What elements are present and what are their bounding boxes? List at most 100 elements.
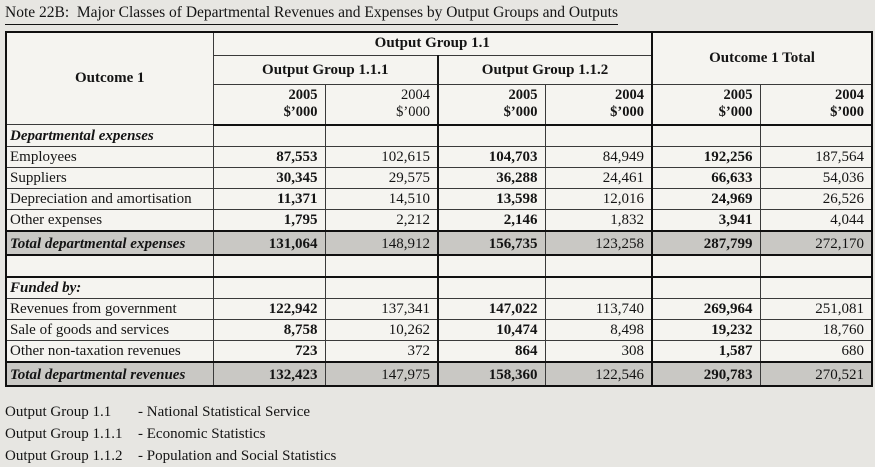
value-cell: 10,262 bbox=[324, 318, 439, 341]
row-employees: Employees 87,553 102,615 104,703 84,949 … bbox=[5, 145, 873, 168]
value-cell bbox=[324, 124, 439, 147]
value-cell: 1,795 bbox=[212, 208, 326, 232]
year-column-header: 2004 $’000 bbox=[324, 84, 439, 126]
value-cell: 30,345 bbox=[212, 166, 326, 189]
row-other-non-taxation-revenues: Other non-taxation revenues 723 372 864 … bbox=[5, 339, 873, 363]
total-header-outcome-1-total: Outcome 1 Total bbox=[651, 31, 873, 86]
group-header-output-1-1: Output Group 1.1 bbox=[212, 31, 653, 57]
row-label: Sale of goods and services bbox=[5, 318, 214, 341]
subgroup-header-1-1-2: Output Group 1.1.2 bbox=[437, 55, 653, 86]
row-label: Funded by: bbox=[5, 276, 214, 299]
year-label: 2004 bbox=[835, 87, 864, 104]
subgroup-header-1-1-1: Output Group 1.1.1 bbox=[212, 55, 439, 86]
value-cell: 132,423 bbox=[212, 360, 326, 387]
row-funded-by: Funded by: bbox=[5, 276, 873, 299]
row-depreciation-amortisation: Depreciation and amortisation 11,371 14,… bbox=[5, 187, 873, 210]
row-label: Suppliers bbox=[5, 166, 214, 189]
value-cell bbox=[544, 276, 653, 299]
value-cell: 158,360 bbox=[437, 360, 546, 387]
value-cell: 272,170 bbox=[759, 229, 873, 256]
value-cell bbox=[212, 276, 326, 299]
value-cell: 3,941 bbox=[651, 208, 761, 232]
row-revenues-from-government: Revenues from government 122,942 137,341… bbox=[5, 297, 873, 320]
value-cell bbox=[437, 276, 546, 299]
value-cell: 269,964 bbox=[651, 297, 761, 320]
value-cell bbox=[651, 254, 761, 278]
row-label: Total departmental revenues bbox=[5, 360, 214, 387]
value-cell: 4,044 bbox=[759, 208, 873, 232]
value-cell bbox=[759, 276, 873, 299]
value-cell: 113,740 bbox=[544, 297, 653, 320]
value-cell bbox=[324, 254, 439, 278]
unit-label: $’000 bbox=[283, 104, 318, 121]
value-cell bbox=[759, 254, 873, 278]
value-cell: 372 bbox=[324, 339, 439, 363]
value-cell bbox=[212, 124, 326, 147]
unit-label: $’000 bbox=[396, 104, 430, 121]
row-suppliers: Suppliers 30,345 29,575 36,288 24,461 66… bbox=[5, 166, 873, 189]
unit-label: $’000 bbox=[503, 104, 538, 121]
row-label: Depreciation and amortisation bbox=[5, 187, 214, 210]
value-cell: 123,258 bbox=[544, 229, 653, 256]
value-cell: 13,598 bbox=[437, 187, 546, 210]
value-cell: 36,288 bbox=[437, 166, 546, 189]
footnote-output-group-1-1-1: Output Group 1.1.1 - Economic Statistics bbox=[5, 423, 875, 445]
value-cell: 54,036 bbox=[759, 166, 873, 189]
value-cell: 308 bbox=[544, 339, 653, 363]
value-cell: 24,461 bbox=[544, 166, 653, 189]
year-label: 2004 bbox=[401, 87, 430, 104]
year-column-header: 2005 $’000 bbox=[212, 84, 326, 126]
footnote-list: Output Group 1.1 - National Statistical S… bbox=[5, 401, 875, 467]
row-label: Other non-taxation revenues bbox=[5, 339, 214, 363]
unit-label: $’000 bbox=[718, 104, 753, 121]
value-cell: 66,633 bbox=[651, 166, 761, 189]
value-cell bbox=[437, 254, 546, 278]
row-label: Total departmental expenses bbox=[5, 229, 214, 256]
value-cell: 680 bbox=[759, 339, 873, 363]
value-cell: 251,081 bbox=[759, 297, 873, 320]
row-sale-of-goods-and-services: Sale of goods and services 8,758 10,262 … bbox=[5, 318, 873, 341]
header-row-subgroups: Output Group 1.1.1 Output Group 1.1.2 bbox=[6, 55, 872, 86]
row-total-departmental-expenses: Total departmental expenses 131,064 148,… bbox=[5, 229, 873, 256]
value-cell: 290,783 bbox=[651, 360, 761, 387]
value-cell: 8,498 bbox=[544, 318, 653, 341]
value-cell bbox=[437, 124, 546, 147]
value-cell: 2,146 bbox=[437, 208, 546, 232]
row-label: Other expenses bbox=[5, 208, 214, 232]
value-cell bbox=[544, 124, 653, 147]
corner-header-outcome-1: Outcome 1 bbox=[5, 31, 214, 126]
value-cell: 1,587 bbox=[651, 339, 761, 363]
footnote-output-group-1-1: Output Group 1.1 - National Statistical S… bbox=[5, 401, 875, 423]
row-label: Employees bbox=[5, 145, 214, 168]
value-cell: 11,371 bbox=[212, 187, 326, 210]
value-cell: 122,942 bbox=[212, 297, 326, 320]
value-cell bbox=[759, 124, 873, 147]
value-cell: 122,546 bbox=[544, 360, 653, 387]
value-cell: 137,341 bbox=[324, 297, 439, 320]
value-cell: 2,212 bbox=[324, 208, 439, 232]
value-cell: 8,758 bbox=[212, 318, 326, 341]
value-cell: 24,969 bbox=[651, 187, 761, 210]
unit-label: $’000 bbox=[610, 104, 644, 121]
row-other-expenses: Other expenses 1,795 2,212 2,146 1,832 3… bbox=[5, 208, 873, 232]
year-column-header: 2005 $’000 bbox=[437, 84, 546, 126]
value-cell: 287,799 bbox=[651, 229, 761, 256]
value-cell: 148,912 bbox=[324, 229, 439, 256]
footnote-label: Output Group 1.1.1 bbox=[5, 425, 123, 442]
row-label bbox=[5, 254, 214, 278]
year-label: 2005 bbox=[508, 87, 538, 104]
row-label: Revenues from government bbox=[5, 297, 214, 320]
value-cell: 84,949 bbox=[544, 145, 653, 168]
value-cell: 864 bbox=[437, 339, 546, 363]
row-total-departmental-revenues: Total departmental revenues 132,423 147,… bbox=[5, 360, 873, 387]
value-cell: 270,521 bbox=[759, 360, 873, 387]
value-cell: 187,564 bbox=[759, 145, 873, 168]
footnote-desc: - National Statistical Service bbox=[138, 403, 311, 420]
value-cell: 102,615 bbox=[324, 145, 439, 168]
value-cell bbox=[324, 276, 439, 299]
header-row-years: 2005 $’000 2004 $’000 2005 $’000 2004 $’… bbox=[6, 84, 873, 126]
value-cell bbox=[544, 254, 653, 278]
document-title: Note 22B: Major Classes of Departmental … bbox=[5, 4, 619, 25]
value-cell: 10,474 bbox=[437, 318, 546, 341]
value-cell: 131,064 bbox=[212, 229, 326, 256]
